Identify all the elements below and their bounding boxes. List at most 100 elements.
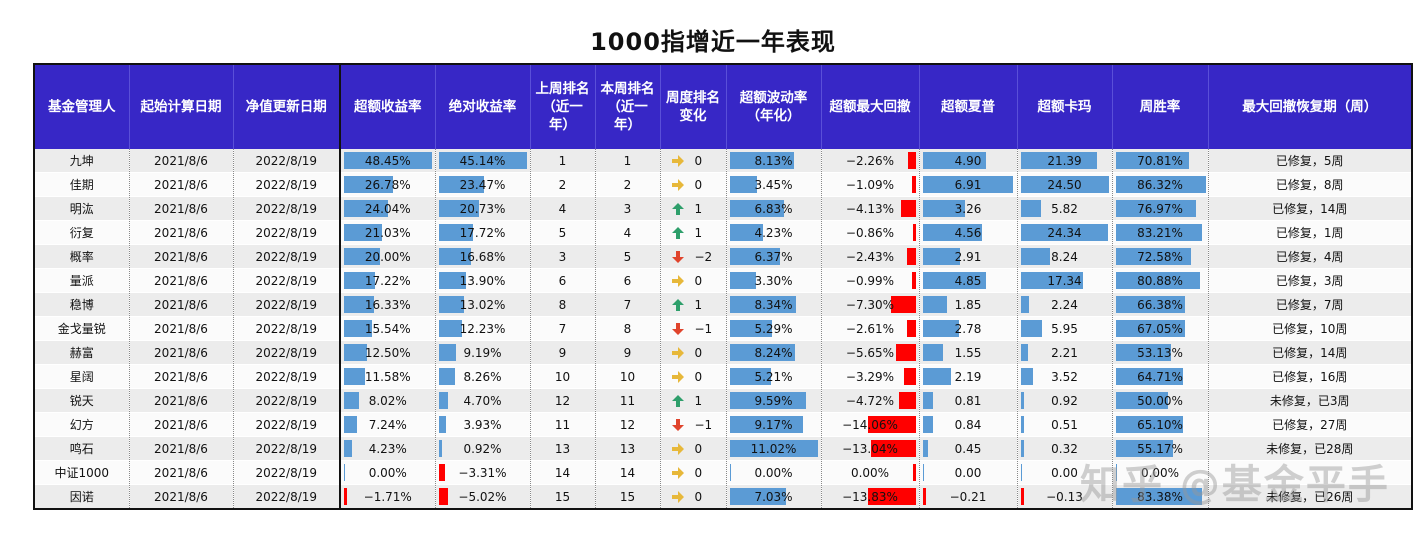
col-header[interactable]: 本周排名（近一年） xyxy=(595,64,661,149)
data-bar xyxy=(922,440,929,457)
arrow-down-icon xyxy=(671,418,684,431)
table-row[interactable]: 星阔 2021/8/6 2022/8/19 11.58% 8.26% 10 10 0 5.21%… xyxy=(34,364,1412,389)
volatility-cell-value: 3.30% xyxy=(754,273,793,288)
table-row[interactable]: 九坤 2021/8/6 2022/8/19 48.45% 45.14% 1 1 0 8.13% −… xyxy=(34,149,1412,173)
start-date-cell: 2021/8/6 xyxy=(129,196,234,221)
this-rank-cell-value: 1 xyxy=(623,153,632,168)
sharpe-cell: −0.21 xyxy=(919,484,1018,510)
update-date-cell: 2022/8/19 xyxy=(233,484,341,510)
last-rank-cell-value: 14 xyxy=(554,465,571,480)
this-rank-cell: 6 xyxy=(595,268,661,293)
this-rank-cell-value: 8 xyxy=(623,321,632,336)
absolute-return-cell: 17.72% xyxy=(435,220,531,245)
absolute-return-cell: 0.92% xyxy=(435,436,531,461)
win-rate-cell-value: 53.13% xyxy=(1137,345,1183,360)
excess-return-cell-value: 20.00% xyxy=(364,249,411,264)
arrow-right-icon xyxy=(671,154,684,167)
col-header[interactable]: 上周排名（近一年） xyxy=(530,64,596,149)
start-date-cell-value: 2021/8/6 xyxy=(154,465,208,480)
sharpe-cell-value: 1.85 xyxy=(954,297,982,312)
data-bar xyxy=(922,152,987,169)
data-bar xyxy=(922,488,926,505)
col-header[interactable]: 超额收益率 xyxy=(340,64,436,149)
data-bar xyxy=(912,464,916,481)
data-bar xyxy=(868,488,916,505)
data-bar xyxy=(729,416,803,433)
recovery-cell-value: 已修复，5周 xyxy=(1275,154,1344,168)
update-date-cell: 2022/8/19 xyxy=(233,436,341,461)
table-row[interactable]: 稳博 2021/8/6 2022/8/19 16.33% 13.02% 8 7 1 8.34% −… xyxy=(34,292,1412,317)
data-bar xyxy=(729,176,758,193)
col-header[interactable]: 绝对收益率 xyxy=(435,64,531,149)
table-row[interactable]: 概率 2021/8/6 2022/8/19 20.00% 16.68% 3 5 −2 6.37%… xyxy=(34,244,1412,269)
data-bar xyxy=(1020,392,1024,409)
start-date-cell-value: 2021/8/6 xyxy=(154,417,208,432)
table-row[interactable]: 赫富 2021/8/6 2022/8/19 12.50% 9.19% 9 9 0 8.24% −5… xyxy=(34,340,1412,365)
data-bar xyxy=(438,344,457,361)
table-row[interactable]: 金戈量锐 2021/8/6 2022/8/19 15.54% 12.23% 7 8 −1 5.2… xyxy=(34,316,1412,341)
last-rank-cell-value: 3 xyxy=(558,249,567,264)
update-date-cell-value: 2022/8/19 xyxy=(255,321,318,336)
calmar-cell-value: 5.82 xyxy=(1051,201,1078,216)
start-date-cell: 2021/8/6 xyxy=(129,172,234,197)
data-bar xyxy=(1020,344,1029,361)
calmar-cell: 0.92 xyxy=(1017,388,1113,413)
table-row[interactable]: 鸣石 2021/8/6 2022/8/19 4.23% 0.92% 13 13 0 11.02%… xyxy=(34,436,1412,461)
last-rank-cell-value: 11 xyxy=(554,417,571,432)
max-drawdown-cell-value: −1.09% xyxy=(845,177,895,192)
max-drawdown-cell-value: −13.83% xyxy=(842,489,898,504)
sharpe-cell: 2.19 xyxy=(919,364,1018,389)
calmar-cell: 5.95 xyxy=(1017,316,1113,341)
data-bar xyxy=(438,200,479,217)
volatility-cell-value: 11.02% xyxy=(750,441,797,456)
this-rank-cell-value: 13 xyxy=(619,441,636,456)
col-header[interactable]: 基金管理人 xyxy=(34,64,130,149)
table-row[interactable]: 锐天 2021/8/6 2022/8/19 8.02% 4.70% 12 11 1 9.59% −… xyxy=(34,388,1412,413)
table-row[interactable]: 明汯 2021/8/6 2022/8/19 24.04% 20.73% 4 3 1 6.83% −… xyxy=(34,196,1412,221)
excess-return-cell: −1.71% xyxy=(340,484,436,510)
volatility-cell: 9.17% xyxy=(726,412,822,437)
this-rank-cell-value: 12 xyxy=(619,417,636,432)
manager-cell: 概率 xyxy=(34,244,130,269)
volatility-cell-value: 3.45% xyxy=(754,177,793,192)
col-header[interactable]: 周胜率 xyxy=(1112,64,1209,149)
table-row[interactable]: 衍复 2021/8/6 2022/8/19 21.03% 17.72% 5 4 1 4.23% −… xyxy=(34,220,1412,245)
data-bar xyxy=(1020,248,1051,265)
table-row[interactable]: 中证1000 2021/8/6 2022/8/19 0.00% −3.31% 14 14 0 0… xyxy=(34,460,1412,485)
rank-change-cell: −2 xyxy=(660,244,727,269)
col-header[interactable]: 超额卡玛 xyxy=(1017,64,1113,149)
data-bar xyxy=(1115,200,1196,217)
absolute-return-cell-value: 17.72% xyxy=(459,225,506,240)
win-rate-cell-value: 0.00% xyxy=(1140,465,1180,480)
rank-change-cell: −1 xyxy=(660,316,727,341)
rank-change-cell: 0 xyxy=(660,149,727,173)
recovery-cell: 已修复，14周 xyxy=(1208,196,1412,221)
win-rate-cell-value: 83.38% xyxy=(1137,489,1183,504)
col-header[interactable]: 最大回撤恢复期（周） xyxy=(1208,64,1413,149)
table-row[interactable]: 量派 2021/8/6 2022/8/19 17.22% 13.90% 6 6 0 3.30% −… xyxy=(34,268,1412,293)
data-bar xyxy=(1115,464,1117,481)
col-header[interactable]: 超额波动率（年化） xyxy=(726,64,822,149)
table-row[interactable]: 佳期 2021/8/6 2022/8/19 26.78% 23.47% 2 2 0 3.45% −… xyxy=(34,172,1412,197)
header-row: 基金管理人 起始计算日期 净值更新日期 超额收益率 绝对收益率 上周排名（近一年… xyxy=(34,64,1413,149)
absolute-return-cell: −5.02% xyxy=(435,484,531,510)
calmar-cell-value: 5.95 xyxy=(1051,321,1078,336)
col-header[interactable]: 净值更新日期 xyxy=(233,64,341,149)
rank-change-value: 0 xyxy=(694,465,703,480)
col-header[interactable]: 周度排名变化 xyxy=(660,64,727,149)
table-row[interactable]: 幻方 2021/8/6 2022/8/19 7.24% 3.93% 11 12 −1 9.17%… xyxy=(34,412,1412,437)
update-date-cell: 2022/8/19 xyxy=(233,149,341,173)
excess-return-cell: 11.58% xyxy=(340,364,436,389)
this-rank-cell-value: 2 xyxy=(623,177,632,192)
col-header[interactable]: 超额夏普 xyxy=(919,64,1018,149)
data-bar xyxy=(1020,416,1024,433)
this-rank-cell: 14 xyxy=(595,460,661,485)
sharpe-cell-value: 1.55 xyxy=(954,345,982,360)
col-header[interactable]: 起始计算日期 xyxy=(129,64,234,149)
table-row[interactable]: 因诺 2021/8/6 2022/8/19 −1.71% −5.02% 15 15 0 7.03… xyxy=(34,484,1412,510)
manager-cell-value: 九坤 xyxy=(69,154,94,168)
col-header[interactable]: 超额最大回撤 xyxy=(821,64,920,149)
arrow-right-icon xyxy=(671,466,684,479)
win-rate-cell-value: 70.81% xyxy=(1137,153,1183,168)
start-date-cell: 2021/8/6 xyxy=(129,268,234,293)
